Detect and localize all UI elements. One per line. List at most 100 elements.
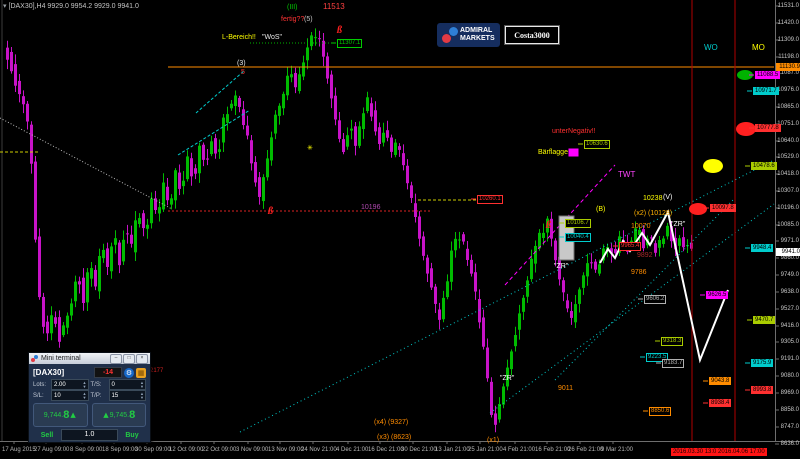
pivot-side-label[interactable]: 11088.5 <box>755 71 781 79</box>
chart-text-annotation[interactable]: 10070 <box>631 223 651 230</box>
price-tick-label: 11198.0 <box>778 54 799 60</box>
chart-text-annotation[interactable]: (x2) (10128) <box>634 210 673 217</box>
chart-text-annotation[interactable]: unterNegativ!! <box>552 128 596 135</box>
price-label-box[interactable]: 9965.4 <box>619 242 642 251</box>
trendline[interactable] <box>239 159 775 433</box>
buy-button[interactable]: ▲ 9,745. 8 <box>91 403 146 427</box>
orders-grid-icon[interactable]: ▦ <box>136 367 146 378</box>
bear-flag-swatch[interactable] <box>568 148 579 157</box>
pivot-side-label[interactable]: 9626.5 <box>706 291 729 299</box>
chart-text-annotation[interactable]: (V) <box>663 194 673 201</box>
pivot-side-label[interactable]: 9175.9 <box>751 359 774 367</box>
chart-text-annotation[interactable]: 9011 <box>558 385 574 392</box>
candlestick <box>610 248 613 254</box>
chart-text-annotation[interactable]: (3) <box>237 60 246 67</box>
mini-terminal-titlebar[interactable]: Mini terminal – □ × <box>29 353 150 364</box>
pivot-side-label[interactable]: 10097.8 <box>710 204 736 212</box>
chart-text-annotation[interactable]: (III) <box>287 4 298 11</box>
candlestick <box>378 127 381 144</box>
price-label-box[interactable]: 10106.7 <box>565 219 591 228</box>
candlestick <box>54 317 57 324</box>
pivot-side-label[interactable]: 10777.8 <box>755 124 781 132</box>
chart-text-annotation[interactable]: (x1) <box>487 437 500 444</box>
candlestick <box>426 257 429 274</box>
pivot-side-label[interactable]: 8993.8 <box>751 386 774 394</box>
pivot-side-label[interactable]: 9470.7 <box>753 316 776 324</box>
trendline[interactable] <box>177 109 251 156</box>
trendline[interactable] <box>489 203 775 414</box>
price-label-box[interactable]: 9606.2 <box>644 295 667 304</box>
price-axis[interactable] <box>775 0 776 441</box>
sl-spinner[interactable]: ▲ ▼ <box>82 390 87 400</box>
pivot-side-label[interactable]: 10971.7 <box>753 87 779 95</box>
chart-text-annotation[interactable]: "ZR" <box>554 263 569 270</box>
pivot-ellipse-marker[interactable] <box>736 122 756 136</box>
pivot-side-label[interactable]: 10478.6 <box>751 162 777 170</box>
price-tick-label: 10529.0 <box>777 154 799 160</box>
volume-input[interactable]: 1.0 <box>61 429 118 441</box>
take-profit-input[interactable]: 15 ▲ ▼ <box>108 390 146 401</box>
price-label-box[interactable]: 10040.4 <box>565 233 591 242</box>
price-label-box[interactable]: 9183.7 <box>662 359 685 368</box>
chart-text-annotation[interactable]: 11513 <box>323 2 345 11</box>
tp-spinner[interactable]: ▲ ▼ <box>140 390 144 400</box>
chart-text-annotation[interactable]: TWT <box>618 170 636 179</box>
price-label-box[interactable]: 9223.5 <box>646 353 669 362</box>
price-label-box[interactable]: 9318.3 <box>661 337 684 346</box>
minimize-button[interactable]: – <box>110 353 122 364</box>
stop-loss-input[interactable]: 10 ▲ ▼ <box>51 390 89 401</box>
chart-text-annotation[interactable]: 9892 <box>637 252 653 259</box>
chart-text-annotation[interactable]: (B) <box>596 206 606 213</box>
chart-text-annotation[interactable]: ß <box>268 206 273 217</box>
chart-text-annotation[interactable]: 2177 <box>150 368 164 374</box>
trendline[interactable] <box>0 117 173 210</box>
chart-text-annotation[interactable]: 5 <box>241 69 245 76</box>
sell-button[interactable]: 9,744. 8 ▲ <box>33 403 88 427</box>
sell-label[interactable]: Sell <box>40 431 54 439</box>
pivot-side-label[interactable]: 9948.4 <box>751 244 774 252</box>
one-click-trading-toggle-icon[interactable]: ▾ <box>3 3 7 10</box>
time-axis[interactable] <box>0 441 800 442</box>
chart-text-annotation[interactable]: 10196 <box>361 204 381 211</box>
chart-text-annotation[interactable]: "ZR" <box>500 375 515 382</box>
chart-text-annotation[interactable]: (5) <box>304 16 313 23</box>
chart-text-annotation[interactable]: WO <box>704 43 718 52</box>
pivot-side-label[interactable]: 9043.8 <box>709 377 732 385</box>
close-button[interactable]: × <box>136 353 148 364</box>
chart-text-annotation[interactable]: "ZR" <box>671 221 686 228</box>
price-label-box[interactable]: 10260.1 <box>477 195 503 204</box>
pivot-side-label[interactable]: 8938.4 <box>709 399 732 407</box>
lots-spinner[interactable]: ▲ ▼ <box>82 379 87 389</box>
price-label-box[interactable]: 10630.6 <box>584 140 610 149</box>
chart-text-annotation[interactable]: Bärflagge <box>538 149 568 156</box>
chart-text-annotation[interactable]: MO <box>752 43 765 52</box>
chart-text-annotation[interactable]: 10238 <box>643 195 663 202</box>
settings-gear-icon[interactable]: ⚙ <box>124 367 134 378</box>
candlestick <box>306 47 309 61</box>
chart-text-annotation[interactable]: fertig?? <box>281 16 305 23</box>
chart-text-annotation[interactable]: ß <box>546 220 551 231</box>
price-label-box[interactable]: 11307.1 <box>337 39 363 48</box>
lots-input[interactable]: 2.00 ▲ ▼ <box>51 379 89 390</box>
trendline[interactable] <box>195 69 246 114</box>
pivot-ellipse-marker[interactable] <box>737 70 753 80</box>
trendline[interactable] <box>504 164 616 286</box>
chart-text-annotation[interactable]: "WoS" <box>262 34 283 41</box>
trailing-stop-input[interactable]: 0 ▲ ▼ <box>108 379 146 390</box>
chart-text-annotation[interactable]: 9786 <box>631 269 647 276</box>
price-label-box[interactable]: 8850.6 <box>649 407 672 416</box>
price-tick-label: 9749.0 <box>780 272 799 278</box>
restore-button[interactable]: □ <box>123 353 135 364</box>
chart-text-annotation[interactable]: (x3) (8623) <box>377 434 412 441</box>
chart-text-annotation[interactable]: ✳ <box>307 145 313 152</box>
chart-text-annotation[interactable]: (x4) (9327) <box>374 419 409 426</box>
pivot-ellipse-marker[interactable] <box>689 203 707 215</box>
chart-text-annotation[interactable]: ß <box>337 25 342 36</box>
ts-spinner[interactable]: ▲ ▼ <box>140 379 144 389</box>
time-tick-label: 13 Nov 09:00 <box>268 447 304 453</box>
price-tick-label: 8858.0 <box>780 407 799 413</box>
chart-text-annotation[interactable]: L-Bereich!! <box>222 34 256 41</box>
pivot-ellipse-marker[interactable] <box>703 159 723 173</box>
candlestick <box>542 232 545 238</box>
buy-label[interactable]: Buy <box>125 431 139 439</box>
